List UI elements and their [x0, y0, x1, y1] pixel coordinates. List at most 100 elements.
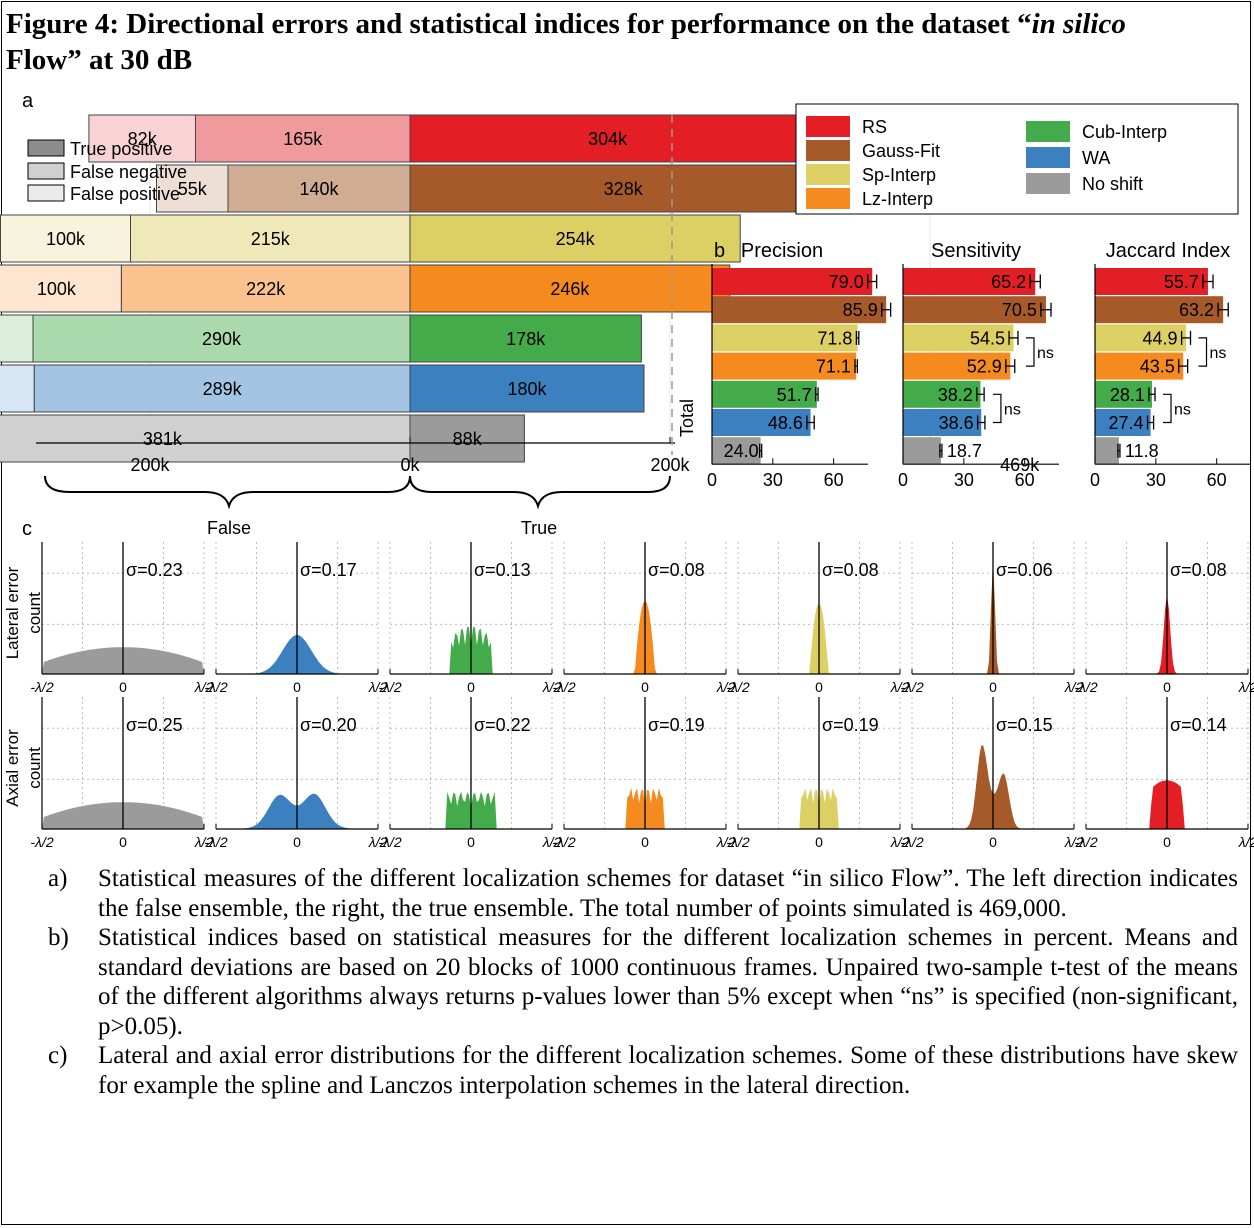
ns-bracket: [1163, 393, 1172, 424]
bar-row-sp-interp: 100k 215k 254k: [0, 214, 741, 263]
panel-a-label: a: [22, 90, 34, 112]
bar-label-false-negative: 222k: [246, 279, 286, 299]
legend-swatch-cub-interp: [1026, 121, 1070, 142]
metric-value-label: 28.1: [1110, 385, 1145, 405]
metric-x-tick-label: 0: [707, 470, 717, 490]
metric-bar: [712, 437, 761, 465]
bar-label-false-negative: 290k: [202, 329, 242, 349]
bar-true-positive: [409, 414, 525, 463]
metric-precision: Precision 79.0 85.9 71.8 71.151.7 48.6 24.0 0 30…: [707, 240, 892, 490]
title-italic: silico: [1063, 8, 1126, 40]
metric-bar: [712, 409, 811, 436]
x-tick-label: 0: [1163, 679, 1171, 695]
x-tick-label: -λ/2: [30, 679, 53, 695]
x-tick-label: 0: [467, 679, 475, 695]
ns-label: ns: [1037, 345, 1054, 362]
legend-false-positive: False positive: [70, 184, 180, 204]
bar-false-negative: [195, 114, 411, 163]
row-ylabel-line: Axial error: [3, 729, 22, 807]
x-tick-label: -λ/2: [900, 679, 923, 695]
x-tick-label: λ/2: [194, 834, 214, 850]
bar-true-positive: [409, 114, 806, 163]
panel-c: c Lateral error count-λ/2 0 λ/2σ=0.23-λ/2 0 λ…: [3, 518, 1254, 850]
bar-true-positive: [409, 164, 837, 213]
bar-row-wa: 191k289k180k: [0, 364, 645, 413]
bar-false-negative: [32, 314, 411, 363]
bar-true-positive: [409, 264, 731, 313]
bar-label-true-positive: 328k: [604, 179, 644, 199]
x-tick-label: -λ/2: [378, 679, 401, 695]
metric-bar: [903, 352, 1011, 380]
bar-label-false-negative: 165k: [283, 129, 323, 149]
ns-bracket: [992, 393, 1002, 424]
ns-bracket: [1198, 337, 1208, 367]
x-tick-label: 0k: [400, 455, 420, 475]
x-tick-label: 0: [641, 679, 649, 695]
metric-bar: [1095, 268, 1208, 295]
x-tick-label: λ/2: [1064, 679, 1084, 695]
histogram-axial-wa: -λ/2 0 λ/2 σ=0.20: [204, 697, 387, 850]
sigma-label: σ=0.15: [996, 715, 1053, 735]
figure-title: Figure 4: Directional errors and statist…: [6, 6, 1196, 78]
bar-false-negative: [0, 414, 411, 463]
x-tick-label: 200k: [130, 455, 170, 475]
panel-a-bars: 82k 165k 304k 55k 140k 328k 100k 215k 254k 100k 22…: [0, 114, 837, 463]
metric-value-label: 71.8: [817, 328, 852, 348]
x-tick-label: -λ/2: [726, 834, 749, 850]
bar-row-rs: 82k 165k 304k: [88, 114, 806, 163]
x-tick-label: 0: [119, 679, 127, 695]
x-tick-label: 0: [989, 834, 997, 850]
x-tick-label: 0: [641, 834, 649, 850]
metric-bar: [903, 296, 1046, 324]
x-tick-label: -λ/2: [552, 679, 575, 695]
metric-bar: [1095, 409, 1151, 436]
caption-text: Lateral and axial error distributions fo…: [98, 1042, 1238, 1099]
caption-label: b): [48, 924, 69, 951]
bar-label-true-positive: 246k: [550, 279, 590, 299]
x-tick-label: 469k: [1000, 455, 1040, 475]
x-tick-label: 0: [293, 834, 301, 850]
panel-b-ylabel: Total: [677, 399, 697, 437]
legend-swatch-sp-interp: [806, 164, 850, 185]
title-part: Flow” at 30 dB: [6, 44, 193, 76]
histogram-lateral-wa: -λ/2 0 λ/2 σ=0.17: [204, 542, 387, 695]
bar-label-true-positive: 254k: [556, 229, 596, 249]
metric-bar: [903, 437, 941, 465]
caption-item-b: b) Statistical indices based on statistic…: [48, 923, 1238, 1041]
sigma-label: σ=0.19: [822, 715, 879, 735]
x-tick-label: -λ/2: [1074, 679, 1097, 695]
x-tick-label: λ/2: [542, 679, 562, 695]
bar-label-true-positive: 304k: [588, 129, 628, 149]
metric-x-tick-label: 30: [763, 470, 783, 490]
x-tick-label: 0: [293, 679, 301, 695]
legend-swatch-no-shift: [1026, 173, 1070, 194]
metric-value-label: 48.6: [768, 413, 803, 433]
sigma-label: σ=0.17: [300, 560, 357, 580]
metric-bar: [712, 296, 887, 324]
metric-title: Jaccard Index: [1106, 240, 1231, 262]
bar-false-negative: [130, 214, 411, 263]
figure-caption: a) Statistical measures of the different …: [48, 864, 1238, 1100]
histogram-lateral-rs: -λ/2 0 λ/2 σ=0.08: [1074, 542, 1254, 695]
caption-item-c: c) Lateral and axial error distributions …: [48, 1041, 1238, 1100]
metric-x-tick-label: 60: [1207, 470, 1227, 490]
bar-false-positive: [156, 164, 229, 213]
metric-bar: [903, 409, 982, 436]
metric-bar: [1095, 296, 1224, 324]
legend-label: Lz-Interp: [862, 189, 933, 209]
legend-label: Gauss-Fit: [862, 141, 940, 161]
metric-value-label: 44.9: [1143, 328, 1178, 348]
histogram-axial-gauss-fit: -λ/2 0 λ/2 σ=0.15: [900, 697, 1083, 850]
metric-x-tick-label: 60: [824, 470, 844, 490]
metric-bar: [1095, 437, 1119, 465]
bar-label-true-positive: 178k: [506, 329, 546, 349]
row-ylabel-line: Lateral error: [3, 566, 22, 659]
metric-value-label: 18.7: [947, 441, 982, 461]
metric-x-tick-label: 30: [1146, 470, 1166, 490]
metric-value-label: 71.1: [816, 357, 851, 377]
row-ylabel-line: count: [25, 592, 44, 634]
metric-x-tick-label: 30: [954, 470, 974, 490]
legend-swatch-lz-interp: [806, 188, 850, 209]
bar-label-false-negative: 215k: [251, 229, 291, 249]
